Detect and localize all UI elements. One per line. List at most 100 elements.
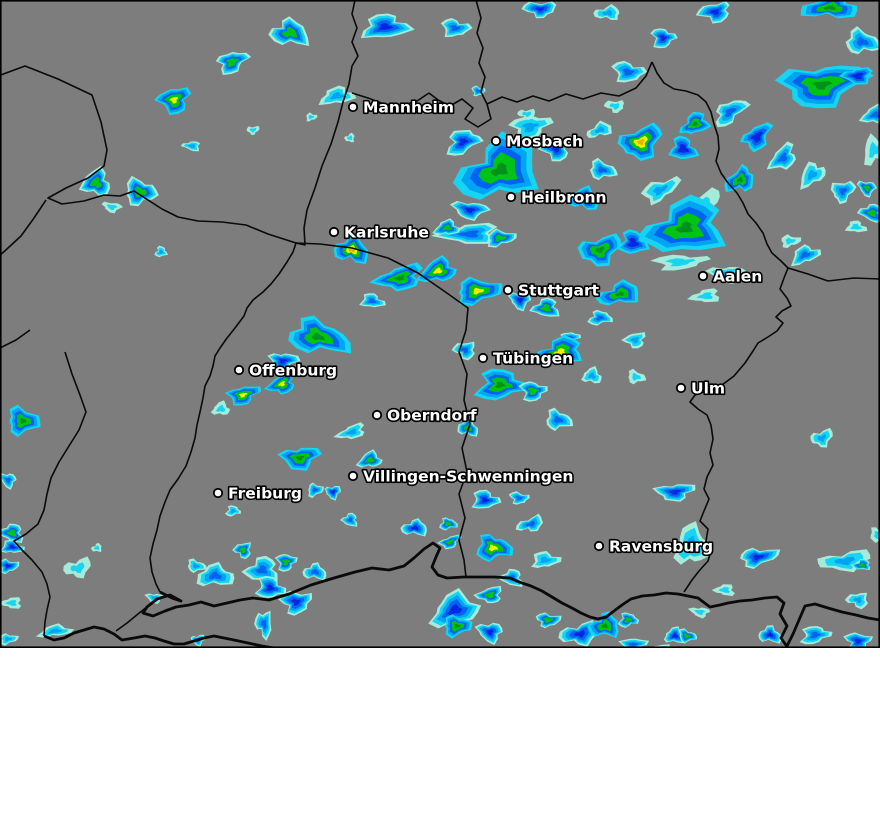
precip-cell: [312, 332, 325, 341]
precip-cell: [225, 58, 240, 67]
precip-cell: [750, 131, 764, 143]
precip-cell: [458, 138, 469, 146]
precip-cell: [330, 490, 336, 495]
precip-cell: [281, 559, 291, 566]
precip-cell: [580, 196, 587, 202]
precip-cell: [281, 26, 298, 38]
precip-cell: [444, 521, 452, 527]
city-label: Ravensburg: [609, 538, 713, 556]
precip-cell: [8, 544, 16, 549]
precip-cell: [624, 617, 633, 623]
city-label: Mosbach: [506, 133, 583, 151]
border-line-thick: [141, 541, 790, 649]
precip-cell: [310, 568, 319, 575]
city-label: Stuttgart: [518, 282, 600, 300]
precip-cell: [554, 415, 564, 424]
precip-cell: [534, 6, 545, 12]
precip-cell: [587, 372, 596, 379]
city-marker-offenburg: Offenburg: [233, 360, 339, 381]
precip-cell: [364, 456, 375, 463]
precip-cell: [766, 632, 774, 638]
precip-cell: [47, 628, 63, 634]
precip-cell: [675, 221, 694, 233]
precip-cell: [485, 629, 494, 636]
precip-cell: [456, 230, 480, 238]
city-marker-karlsruhe: Karlsruhe: [328, 222, 430, 243]
border-line: [0, 329, 31, 349]
precip-cell: [249, 127, 257, 133]
precip-cell: [869, 141, 880, 158]
precip-cell: [652, 184, 669, 196]
precip-cell: [229, 508, 237, 514]
city-label: Heilbronn: [521, 189, 607, 207]
precip-cell: [863, 185, 871, 192]
radar-map: Mannheim Mosbach Heilbronn Karlsruhe Stuttga…: [0, 0, 880, 657]
precip-cell: [709, 8, 720, 16]
precip-cell: [344, 428, 357, 435]
precip-cell: [812, 81, 833, 90]
city-marker-ulm: Ulm: [675, 378, 727, 399]
precip-cell: [800, 251, 811, 259]
precip-cell: [515, 495, 523, 501]
precip-cell: [817, 434, 827, 442]
city-marker-villingen-schwenningen: Villingen-Schwenningen: [347, 466, 575, 487]
city-label: Freiburg: [228, 485, 302, 503]
city-dot: [212, 487, 224, 499]
precip-cell: [609, 103, 620, 110]
city-label: Ulm: [691, 380, 725, 398]
precip-cell: [543, 617, 554, 624]
precip-cell: [260, 619, 267, 630]
precip-cell: [857, 562, 866, 567]
precip-cell: [134, 185, 148, 198]
precip-cell: [668, 489, 681, 495]
precip-cell: [312, 487, 319, 493]
precip-cell: [691, 121, 699, 126]
city-label: Karlsruhe: [344, 224, 429, 242]
precip-cell: [187, 144, 196, 149]
precip-cell: [777, 152, 788, 162]
city-marker-aalen: Aalen: [697, 266, 764, 287]
precip-cell: [522, 111, 531, 117]
city-dot: [233, 364, 245, 376]
legend-footer: Sim. max. Radarreflektivität (in dbZ) Mo…: [0, 648, 880, 830]
precip-cell: [238, 547, 246, 554]
city-label: Aalen: [713, 268, 762, 286]
city-marker-heilbronn: Heilbronn: [505, 187, 608, 208]
precip-cell: [20, 417, 27, 425]
precip-cell: [454, 623, 461, 629]
precip-cell: [378, 23, 394, 31]
precip-cell: [856, 36, 869, 47]
city-dot: [490, 135, 502, 147]
city-label: Tübingen: [493, 350, 573, 368]
radar-map-container: Mannheim Mosbach Heilbronn Karlsruhe Stuttga…: [0, 0, 880, 657]
precip-cell: [665, 258, 696, 267]
precip-cell: [169, 96, 179, 104]
precip-cell: [5, 600, 17, 606]
city-dot: [477, 352, 489, 364]
city-marker-t-bingen: Tübingen: [477, 348, 575, 369]
city-marker-oberndorf: Oberndorf: [371, 405, 478, 426]
city-dot: [347, 470, 359, 482]
city-dot: [697, 270, 709, 282]
precip-cell: [736, 176, 743, 183]
city-marker-freiburg: Freiburg: [212, 483, 304, 504]
precip-cell: [441, 224, 452, 231]
precip-cell: [445, 539, 455, 545]
precip-cell: [824, 5, 836, 11]
border-line-thick: [784, 602, 880, 649]
precip-cell: [346, 517, 353, 523]
precip-cell: [807, 169, 818, 181]
city-marker-ravensburg: Ravensburg: [593, 536, 715, 557]
precip-cell: [93, 545, 100, 550]
precip-cell: [495, 234, 507, 242]
border-line: [787, 267, 880, 282]
city-dot: [675, 382, 687, 394]
precip-cell: [106, 204, 118, 211]
precip-cell: [464, 207, 476, 214]
precip-cell: [150, 596, 159, 601]
precip-cell: [632, 372, 642, 381]
precip-cell: [4, 477, 11, 484]
city-label: Oberndorf: [387, 407, 477, 425]
precip-cell: [753, 554, 765, 561]
